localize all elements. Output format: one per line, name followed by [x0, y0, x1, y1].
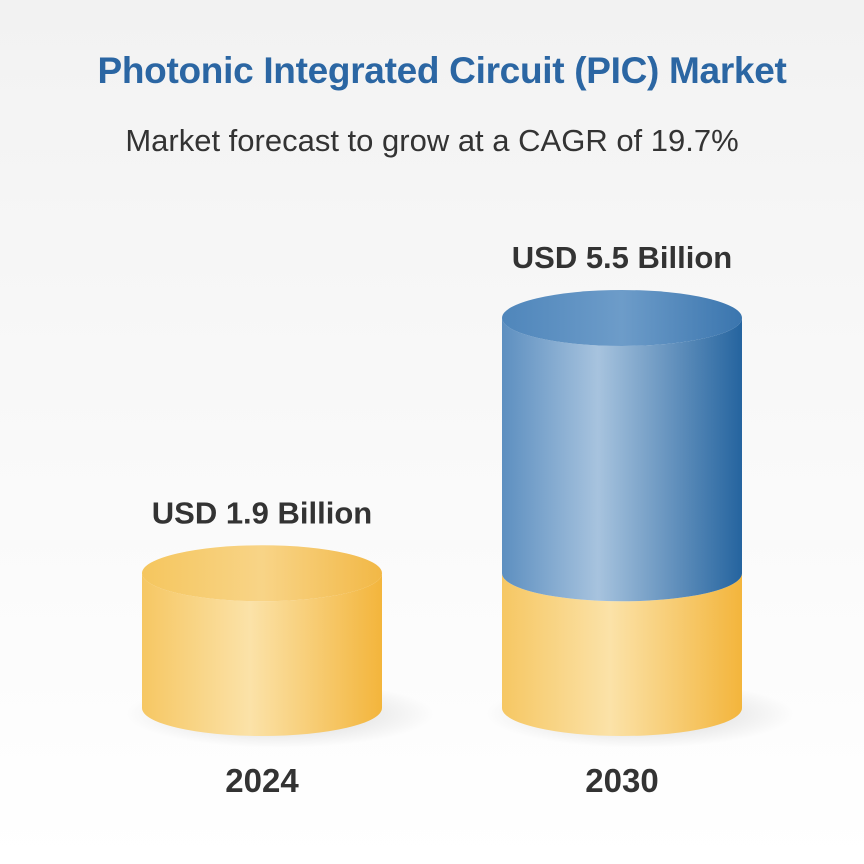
bar-2030-base-segment	[502, 573, 742, 736]
category-label-2030: 2030	[585, 762, 658, 799]
category-label-2024: 2024	[225, 762, 299, 799]
value-label-2024: USD 1.9 Billion	[152, 495, 372, 530]
chart-title: Photonic Integrated Circuit (PIC) Market	[97, 50, 787, 91]
bar-2024-top-cap	[142, 545, 382, 602]
bar-2030-top-cap	[502, 290, 742, 346]
bar-2024-base-segment	[142, 573, 382, 736]
value-label-2030: USD 5.5 Billion	[512, 240, 732, 275]
bar-2030-growth-segment	[502, 318, 742, 602]
chart-subtitle: Market forecast to grow at a CAGR of 19.…	[125, 123, 739, 158]
